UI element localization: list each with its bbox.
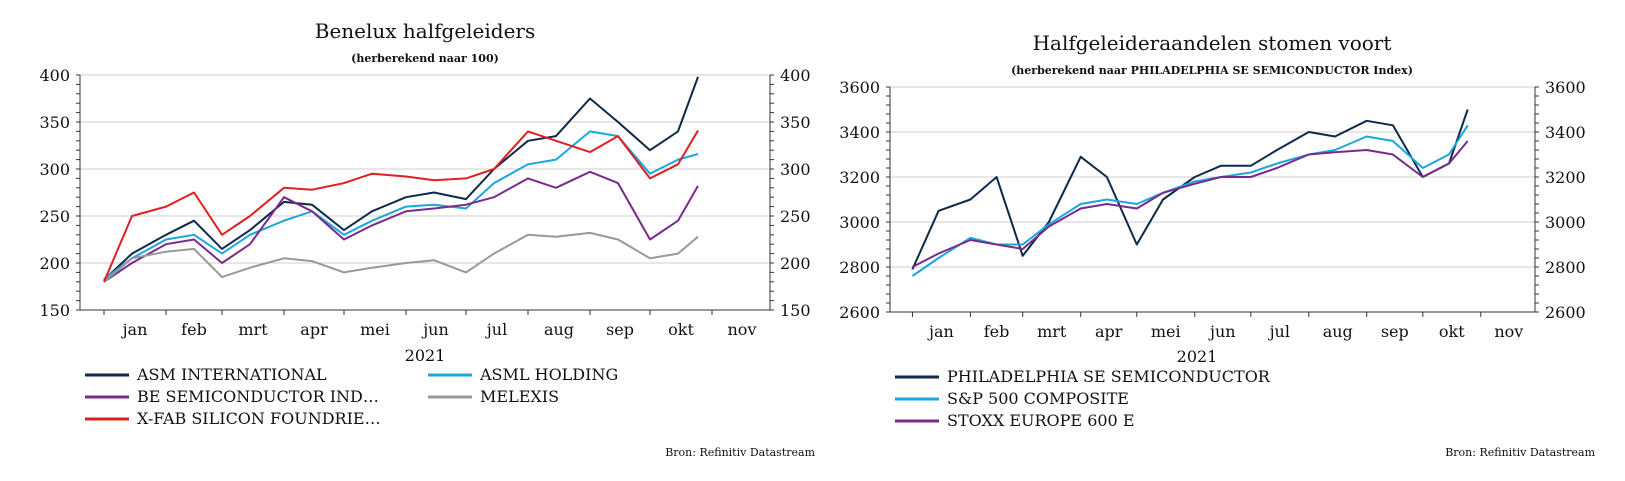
y-tick-label-right: 3000 [1545, 213, 1586, 232]
x-tick-label: mrt [1037, 322, 1067, 341]
x-tick-label: okt [668, 320, 694, 339]
x-tick-label: apr [1095, 322, 1123, 341]
x-axis-year-label: 2021 [1177, 347, 1218, 366]
chart-semiconductor-stocks: Halfgeleideraandelen stomen voort (herbe… [839, 31, 1595, 459]
y-tick-label-left: 3600 [839, 78, 880, 97]
x-tick-label: apr [300, 320, 328, 339]
legend-label: STOXX EUROPE 600 E [947, 411, 1135, 430]
y-tick-label-right: 3600 [1545, 78, 1586, 97]
y-tick-label-right: 3400 [1545, 123, 1586, 142]
legend-label: PHILADELPHIA SE SEMICONDUCTOR [947, 367, 1271, 386]
legend-label: ASML HOLDING [479, 365, 618, 384]
x-tick-label: okt [1439, 322, 1465, 341]
x-tick-label: sep [1381, 322, 1409, 341]
series-line-s-p-500-composite [911, 124, 1469, 277]
x-tick-label: jun [421, 320, 449, 339]
y-tick-label-left: 200 [39, 254, 70, 273]
source-note: Bron: Refinitiv Datastream [665, 446, 815, 459]
x-tick-label: aug [544, 320, 574, 339]
x-tick-label: mrt [238, 320, 268, 339]
y-tick-label-left: 3200 [839, 168, 880, 187]
y-tick-label-right: 2800 [1545, 258, 1586, 277]
source-note: Bron: Refinitiv Datastream [1445, 446, 1595, 459]
y-tick-label-left: 300 [39, 160, 70, 179]
y-tick-label-right: 150 [780, 301, 811, 320]
y-tick-label-right: 250 [780, 207, 811, 226]
series-line-stoxx-europe-600-e [911, 140, 1469, 268]
series-line-x-fab-silicon-foundrie [103, 129, 699, 283]
legend-label: BE SEMICONDUCTOR IND… [137, 387, 379, 406]
x-tick-label: mei [360, 320, 390, 339]
x-tick-label: sep [606, 320, 634, 339]
x-tick-label: jul [1268, 322, 1290, 341]
y-tick-label-left: 2800 [839, 258, 880, 277]
chart-subtitle: (herberekend naar 100) [351, 52, 499, 65]
x-tick-label: feb [181, 320, 207, 339]
y-tick-label-right: 350 [780, 113, 811, 132]
y-tick-label-left: 400 [39, 66, 70, 85]
series-line-asm-international [103, 76, 699, 281]
y-tick-label-right: 400 [780, 66, 811, 85]
y-tick-label-left: 250 [39, 207, 70, 226]
y-tick-label-left: 350 [39, 113, 70, 132]
legend-label: ASM INTERNATIONAL [136, 365, 327, 384]
x-tick-label: aug [1323, 322, 1353, 341]
x-tick-label: jan [121, 320, 148, 339]
chart-title: Halfgeleideraandelen stomen voort [1033, 31, 1392, 55]
series-line-melexis [103, 231, 699, 283]
y-tick-label-right: 3200 [1545, 168, 1586, 187]
y-tick-label-right: 2600 [1545, 303, 1586, 322]
legend-label: X-FAB SILICON FOUNDRIE… [137, 409, 381, 428]
x-axis-year-label: 2021 [405, 346, 446, 365]
x-tick-label: nov [728, 320, 757, 339]
series-line-philadelphia-se-semiconductor [911, 109, 1469, 270]
legend-label: S&P 500 COMPOSITE [947, 389, 1129, 408]
series-line-be-semiconductor-ind [103, 170, 699, 283]
chart-benelux-semiconductors: Benelux halfgeleiders (herberekend naar … [39, 19, 815, 459]
x-tick-label: jul [485, 320, 507, 339]
x-tick-label: jan [927, 322, 954, 341]
y-tick-label-right: 300 [780, 160, 811, 179]
chart-title: Benelux halfgeleiders [315, 19, 536, 43]
series-line-asml-holding [103, 130, 699, 280]
x-tick-label: nov [1494, 322, 1523, 341]
y-tick-label-left: 3000 [839, 213, 880, 232]
legend-label: MELEXIS [480, 387, 559, 406]
chart-subtitle: (herberekend naar PHILADELPHIA SE SEMICO… [1011, 64, 1413, 77]
y-tick-label-right: 200 [780, 254, 811, 273]
y-tick-label-left: 150 [39, 301, 70, 320]
y-tick-label-left: 2600 [839, 303, 880, 322]
x-tick-label: feb [984, 322, 1010, 341]
y-tick-label-left: 3400 [839, 123, 880, 142]
x-tick-label: jun [1208, 322, 1236, 341]
x-tick-label: mei [1151, 322, 1181, 341]
